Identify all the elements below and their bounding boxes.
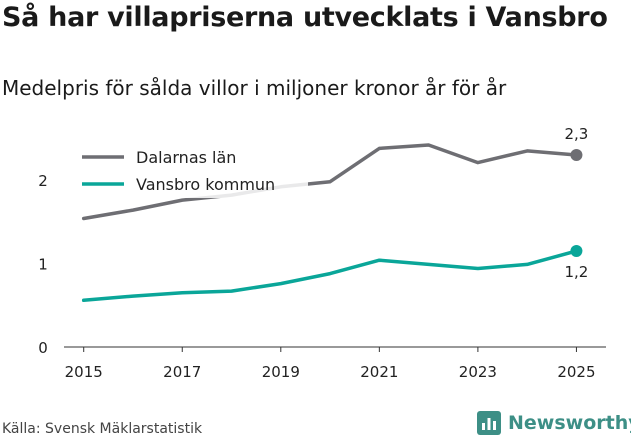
series-lines: 2,3 1,2	[81, 125, 589, 303]
legend: Dalarnas län Vansbro kommun	[76, 142, 308, 198]
series-end-point-2	[570, 245, 583, 258]
series-end-point-1	[570, 149, 583, 162]
x-tick-label: 2017	[163, 363, 201, 381]
brand-name: Newsworthy	[508, 412, 631, 434]
series-end-label-1: 2,3	[565, 125, 589, 143]
x-tick-label: 2015	[65, 363, 103, 381]
x-tick-label: 2021	[360, 363, 398, 381]
bar-chart-icon	[477, 411, 501, 435]
x-tick-label: 2025	[557, 363, 595, 381]
y-tick-label: 1	[38, 256, 48, 274]
chart-subtitle: Medelpris för sålda villor i miljoner kr…	[2, 76, 507, 100]
chart-title: Så har villapriserna utvecklats i Vansbr…	[2, 2, 608, 33]
series-line-1	[81, 143, 579, 221]
series-end-label-2: 1,2	[565, 263, 589, 281]
legend-label-2: Vansbro kommun	[136, 175, 275, 194]
axes: 2015 2017 2019 2021 2023 2025 0 1 2	[38, 172, 606, 381]
brand-logo: Newsworthy	[476, 408, 631, 438]
source-note: Källa: Svensk Mäklarstatistik	[2, 421, 203, 437]
y-tick-label: 2	[38, 172, 48, 190]
x-tick-label: 2023	[459, 363, 497, 381]
legend-background	[76, 142, 308, 198]
series-line-2	[81, 249, 579, 303]
y-tick-label: 0	[38, 339, 48, 357]
legend-label-1: Dalarnas län	[136, 148, 236, 167]
x-tick-label: 2019	[262, 363, 300, 381]
